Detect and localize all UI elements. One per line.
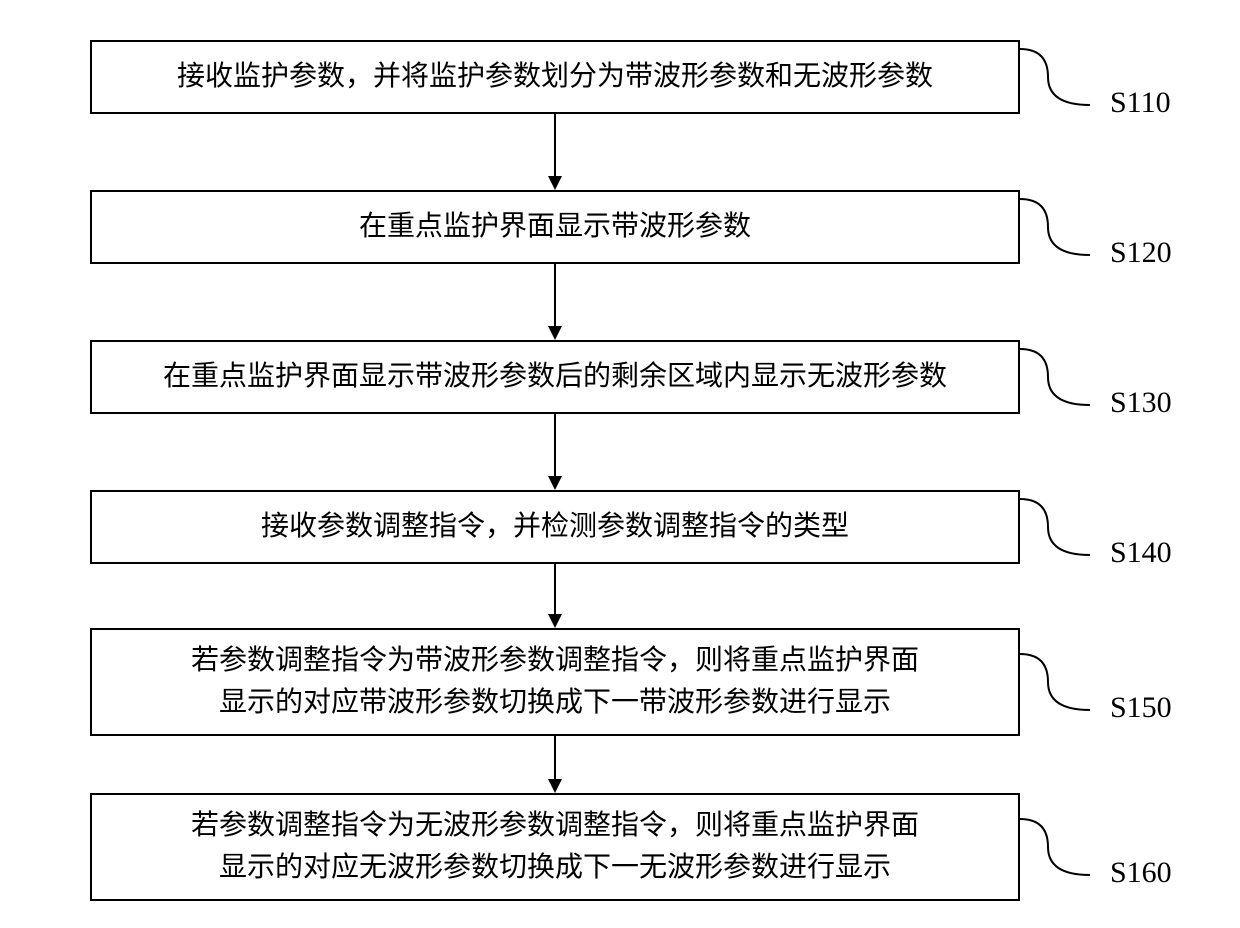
brace-icon <box>1020 654 1090 710</box>
step-label-s110: S110 <box>1110 86 1171 120</box>
brace-icon <box>1020 349 1090 405</box>
arrow-icon <box>545 114 565 190</box>
step-box-s130: 在重点监护界面显示带波形参数后的剩余区域内显示无波形参数 <box>90 340 1020 414</box>
arrow-icon <box>545 414 565 490</box>
brace-icon <box>1020 49 1090 105</box>
step-box-s150: 若参数调整指令为带波形参数调整指令，则将重点监护界面 显示的对应带波形参数切换成… <box>90 628 1020 736</box>
brace-icon <box>1020 199 1090 255</box>
step-box-s160: 若参数调整指令为无波形参数调整指令，则将重点监护界面 显示的对应无波形参数切换成… <box>90 793 1020 901</box>
step-label-s130: S130 <box>1110 386 1172 420</box>
step-text: 在重点监护界面显示带波形参数 <box>359 206 751 248</box>
step-text: 在重点监护界面显示带波形参数后的剩余区域内显示无波形参数 <box>163 356 947 398</box>
brace-icon <box>1020 819 1090 875</box>
brace-icon <box>1020 499 1090 555</box>
step-label-s150: S150 <box>1110 691 1172 725</box>
step-text-wrap: 若参数调整指令为无波形参数调整指令，则将重点监护界面 显示的对应无波形参数切换成… <box>191 805 919 889</box>
flowchart-canvas: 接收监护参数，并将监护参数划分为带波形参数和无波形参数 S110 在重点监护界面… <box>0 0 1240 928</box>
step-label-s160: S160 <box>1110 856 1172 890</box>
arrow-icon <box>545 736 565 793</box>
step-box-s120: 在重点监护界面显示带波形参数 <box>90 190 1020 264</box>
step-text: 接收监护参数，并将监护参数划分为带波形参数和无波形参数 <box>177 56 933 98</box>
step-text: 接收参数调整指令，并检测参数调整指令的类型 <box>261 506 849 548</box>
arrow-icon <box>545 264 565 340</box>
step-label-s140: S140 <box>1110 536 1172 570</box>
arrow-icon <box>545 564 565 628</box>
step-box-s110: 接收监护参数，并将监护参数划分为带波形参数和无波形参数 <box>90 40 1020 114</box>
step-text-wrap: 若参数调整指令为带波形参数调整指令，则将重点监护界面 显示的对应带波形参数切换成… <box>191 640 919 724</box>
step-box-s140: 接收参数调整指令，并检测参数调整指令的类型 <box>90 490 1020 564</box>
step-text-line: 显示的对应无波形参数切换成下一无波形参数进行显示 <box>191 847 919 889</box>
step-text-line: 显示的对应带波形参数切换成下一带波形参数进行显示 <box>191 682 919 724</box>
step-text-line: 若参数调整指令为带波形参数调整指令，则将重点监护界面 <box>191 640 919 682</box>
step-text-line: 若参数调整指令为无波形参数调整指令，则将重点监护界面 <box>191 805 919 847</box>
step-label-s120: S120 <box>1110 236 1172 270</box>
